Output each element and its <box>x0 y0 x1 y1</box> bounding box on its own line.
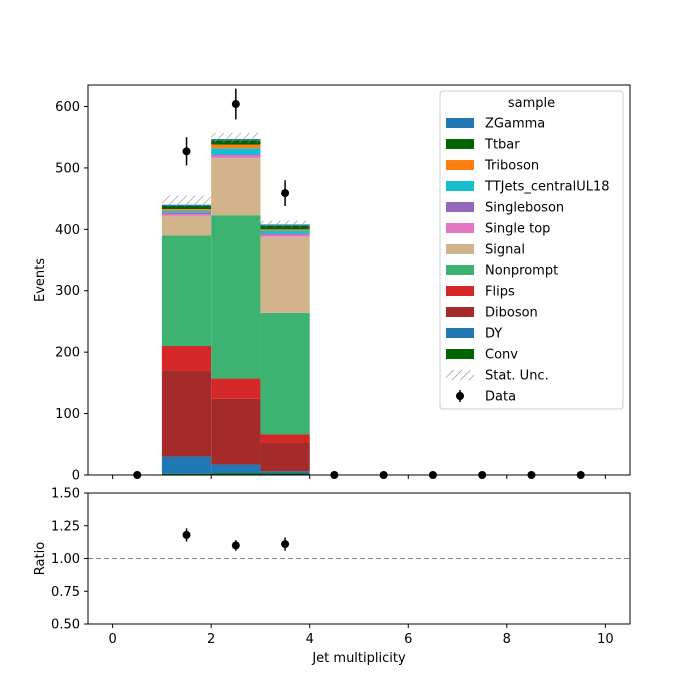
legend-label-dy: DY <box>485 327 502 342</box>
legend-swatch-stat-unc <box>446 370 474 380</box>
ratio-ytick-label-4: 1.50 <box>51 487 80 502</box>
legend: sample ZGamma Ttbar Triboson TTJets_centralU… <box>439 90 624 410</box>
main-panel: 0 100 200 300 400 500 600 Events <box>33 84 631 484</box>
legend-label-signal: Signal <box>485 243 525 258</box>
bar-dy-bin2 <box>260 471 310 474</box>
bar-triboson-bin1 <box>211 144 261 149</box>
stat-unc-band-bin2 <box>260 220 310 228</box>
bar-triboson-bin2 <box>260 229 310 231</box>
legend-label-singleboson: Singleboson <box>485 201 564 216</box>
bar-flips-bin0 <box>161 346 212 371</box>
ratio-ytick-label-1: 0.75 <box>51 585 80 600</box>
ratio-xtick-label-3: 6 <box>404 632 412 647</box>
bar-ttjets-centralul18-bin2 <box>260 230 310 234</box>
ratio-xtick-label-0: 0 <box>108 632 116 647</box>
ratio-ytick-label-3: 1.25 <box>51 519 80 534</box>
legend-swatch-dy <box>446 328 474 338</box>
bar-dy-bin0 <box>161 456 212 474</box>
bar-conv-bin1 <box>211 473 261 475</box>
main-ytick-label-1: 100 <box>55 407 80 422</box>
ratio-xtick-label-1: 2 <box>207 632 215 647</box>
ratio-xtick-label-5: 10 <box>597 632 614 647</box>
legend-swatch-ttjets-centralul18 <box>446 181 474 191</box>
bar-signal-bin2 <box>260 236 310 313</box>
legend-swatch-signal <box>446 244 474 254</box>
ratio-point-0 <box>182 530 191 539</box>
bar-signal-bin0 <box>161 215 212 236</box>
legend-label-data: Data <box>485 390 516 405</box>
bar-nonprompt-bin2 <box>260 312 310 435</box>
ratio-xtick-label-4: 8 <box>503 632 511 647</box>
bar-conv-bin0 <box>161 473 212 475</box>
stat-unc-band-bin1 <box>211 132 261 143</box>
legend-label-conv: Conv <box>485 348 518 363</box>
bar-nonprompt-bin1 <box>211 215 261 379</box>
legend-label-diboson: Diboson <box>485 306 538 321</box>
legend-label-ttbar: Ttbar <box>484 138 520 153</box>
ratio-panel: 0.50 0.75 1.00 1.25 1.50 0 2 4 6 8 10 Ratio Jet mult… <box>33 487 631 666</box>
bar-diboson-bin0 <box>161 370 212 457</box>
legend-title: sample <box>508 96 555 111</box>
ratio-xtick-label-2: 4 <box>306 632 314 647</box>
bar-signal-bin1 <box>211 158 261 216</box>
main-ytick-label-0: 0 <box>72 469 80 484</box>
legend-label-zgamma: ZGamma <box>485 117 545 132</box>
bar-flips-bin1 <box>211 378 261 399</box>
ratio-point-1 <box>231 541 240 550</box>
legend-label-flips: Flips <box>485 285 515 300</box>
bar-single-top-bin2 <box>260 234 310 237</box>
bar-conv-bin2 <box>260 473 310 475</box>
main-ytick-label-6: 600 <box>55 100 80 115</box>
legend-swatch-flips <box>446 286 474 296</box>
legend-swatch-nonprompt <box>446 265 474 275</box>
bar-singleboson-bin0 <box>161 212 212 214</box>
bar-singleboson-bin1 <box>211 154 261 156</box>
bar-diboson-bin2 <box>260 442 310 472</box>
ratio-ytick-label-2: 1.00 <box>51 552 80 567</box>
main-axes-frame <box>87 84 631 476</box>
bar-single-top-bin0 <box>161 213 212 216</box>
bar-singleboson-bin2 <box>260 233 310 235</box>
main-ytick-label-3: 300 <box>55 284 80 299</box>
legend-label-nonprompt: Nonprompt <box>485 264 558 279</box>
bar-dy-bin1 <box>211 464 261 474</box>
data-point-2 <box>231 100 240 109</box>
legend-label-stat-unc: Stat. Unc. <box>485 369 549 384</box>
main-ytick-label-2: 200 <box>55 346 80 361</box>
bar-single-top-bin1 <box>211 155 261 159</box>
bar-diboson-bin1 <box>211 398 261 465</box>
legend-swatch-zgamma <box>446 118 474 128</box>
stat-unc-band-bin0 <box>161 195 212 207</box>
data-point-3 <box>281 189 290 198</box>
legend-label-single-top: Single top <box>485 222 550 237</box>
main-ytick-label-5: 500 <box>55 161 80 176</box>
legend-label-triboson: Triboson <box>484 159 539 174</box>
legend-swatch-conv <box>446 349 474 359</box>
bar-ttjets-centralul18-bin0 <box>161 210 212 213</box>
ratio-ytick-label-0: 0.50 <box>51 618 80 633</box>
ratio-point-2 <box>281 540 290 549</box>
legend-swatch-ttbar <box>446 139 474 149</box>
bar-ttjets-centralul18-bin1 <box>211 148 261 155</box>
bar-triboson-bin0 <box>161 209 212 211</box>
ratio-ylabel: Ratio <box>33 542 48 575</box>
bar-nonprompt-bin0 <box>161 235 212 347</box>
ratio-xlabel: Jet multiplicity <box>311 651 406 666</box>
legend-swatch-single-top <box>446 223 474 233</box>
legend-frame <box>439 90 624 410</box>
legend-swatch-triboson <box>446 160 474 170</box>
legend-label-ttjets-centralul18: TTJets_centralUL18 <box>484 180 610 195</box>
data-point-1 <box>182 147 191 156</box>
bar-flips-bin2 <box>260 434 310 443</box>
legend-swatch-diboson <box>446 307 474 317</box>
legend-swatch-data <box>456 392 464 400</box>
main-ytick-label-4: 400 <box>55 223 80 238</box>
bar-ttbar-bin0 <box>161 205 212 210</box>
legend-swatch-singleboson <box>446 202 474 212</box>
main-ylabel: Events <box>33 258 48 302</box>
